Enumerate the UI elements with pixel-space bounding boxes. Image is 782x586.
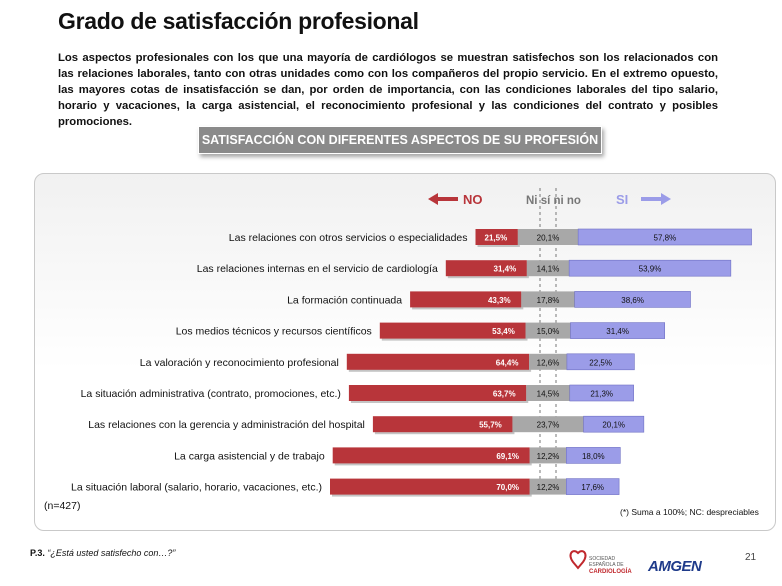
bar-neutral <box>526 385 570 401</box>
bar-neutral <box>529 353 567 370</box>
bar-neutral <box>526 260 570 277</box>
bar-no <box>346 353 530 370</box>
value-label-neutral: 12,2% <box>537 483 560 492</box>
value-label-si: 18,0% <box>582 452 605 461</box>
bar-si-border <box>570 322 665 339</box>
value-label-neutral: 14,5% <box>537 390 560 399</box>
heart-icon <box>569 550 587 570</box>
bar-si-border <box>566 353 635 371</box>
legend-si: SI <box>616 192 628 207</box>
question-text: P.3. “¿Está usted satisfecho con…?” <box>30 548 175 558</box>
bar-si-border <box>574 291 691 308</box>
bar-no <box>475 229 518 245</box>
value-label-si: 21,3% <box>590 390 613 399</box>
sample-size: (n=427) <box>44 500 81 512</box>
value-label-si: 31,4% <box>606 327 629 336</box>
value-label-no: 63,7% <box>493 390 516 399</box>
category-label: Los medios técnicos y recursos científic… <box>176 326 372 338</box>
section-label: SATISFACCIÓN CON DIFERENTES ASPECTOS DE … <box>198 126 602 154</box>
value-label-no: 21,5% <box>485 234 508 243</box>
bar-si-border <box>583 415 645 433</box>
value-label-neutral: 20,1% <box>537 234 560 243</box>
value-label-no: 64,4% <box>496 358 519 367</box>
bar-si <box>569 385 634 401</box>
bar-neutral <box>521 291 575 308</box>
value-label-si: 57,8% <box>654 234 677 243</box>
value-label-no: 69,1% <box>496 452 519 461</box>
bar-si <box>566 353 635 370</box>
category-label: La carga asistencial y de trabajo <box>174 450 325 462</box>
question-body: “¿Está usted satisfecho con…?” <box>47 548 176 558</box>
bar-si <box>578 229 752 245</box>
sec-logo: SOCIEDAD ESPAÑOLA DE CARDIOLOGÍA <box>569 550 632 575</box>
legend-neutral: Ni sí ni no <box>526 195 581 207</box>
arrow-left-icon <box>428 193 458 205</box>
bar-si <box>570 322 665 339</box>
value-label-no: 31,4% <box>494 265 517 274</box>
value-label-no: 43,3% <box>488 296 511 305</box>
value-label-no: 55,7% <box>479 421 502 430</box>
bar-no <box>330 478 530 495</box>
category-label: La situación administrativa (contrato, p… <box>81 388 341 400</box>
bar-si <box>566 478 620 495</box>
page-number: 21 <box>745 552 757 563</box>
arrow-right-icon <box>641 193 671 205</box>
category-label: La valoración y reconocimiento profesion… <box>140 357 339 369</box>
intro-paragraph: Los aspectos profesionales con los que u… <box>58 52 718 128</box>
bar-neutral <box>529 478 567 495</box>
bar-neutral <box>517 229 579 245</box>
amgen-logo: AMGEN <box>648 558 702 575</box>
value-label-si: 17,6% <box>581 483 604 492</box>
value-label-no: 53,4% <box>492 327 515 336</box>
sec-logo-line-1: SOCIEDAD <box>589 556 616 562</box>
bar-si-border <box>569 384 634 402</box>
category-label: Las relaciones con la gerencia y adminis… <box>88 419 365 431</box>
bar-neutral <box>525 322 571 339</box>
bar-si-border <box>565 447 621 464</box>
bar-no <box>372 416 513 433</box>
bar-si <box>574 291 691 308</box>
bar-si-border <box>568 259 732 277</box>
bar-no <box>379 322 526 339</box>
footnote: (*) Suma a 100%; NC: despreciables <box>620 507 759 517</box>
category-label: Las relaciones internas en el servicio d… <box>197 263 438 275</box>
category-label: Las relaciones con otros servicios o esp… <box>229 232 468 244</box>
sec-logo-line-2: ESPAÑOLA DE <box>589 561 624 568</box>
page-title: Grado de satisfacción profesional <box>58 8 419 34</box>
bar-no <box>410 291 522 308</box>
value-label-neutral: 17,8% <box>537 296 560 305</box>
category-label: La situación laboral (salario, horario, … <box>71 482 322 494</box>
bar-neutral <box>529 447 567 464</box>
bar-si <box>566 447 621 464</box>
bar-no <box>348 385 527 401</box>
value-label-neutral: 14,1% <box>537 265 560 274</box>
bar-si-border <box>565 478 620 495</box>
bar-no <box>332 447 530 464</box>
value-label-si: 22,5% <box>589 358 612 367</box>
sec-logo-line-3: CARDIOLOGÍA <box>589 567 632 575</box>
bar-si <box>569 260 731 277</box>
question-prefix: P.3. <box>30 548 45 558</box>
bar-neutral <box>512 416 584 433</box>
value-label-no: 70,0% <box>496 483 519 492</box>
category-label: La formación continuada <box>287 294 402 306</box>
value-label-neutral: 12,2% <box>537 452 560 461</box>
bar-no <box>445 260 527 277</box>
value-label-si: 53,9% <box>639 265 662 274</box>
legend-no: NO <box>463 192 483 207</box>
value-label-neutral: 15,0% <box>537 327 560 336</box>
bar-si <box>583 416 644 433</box>
value-label-si: 38,6% <box>621 296 644 305</box>
value-label-neutral: 12,6% <box>537 358 560 367</box>
bar-si-border <box>577 228 752 246</box>
value-label-neutral: 23,7% <box>537 421 560 430</box>
value-label-si: 20,1% <box>602 421 625 430</box>
